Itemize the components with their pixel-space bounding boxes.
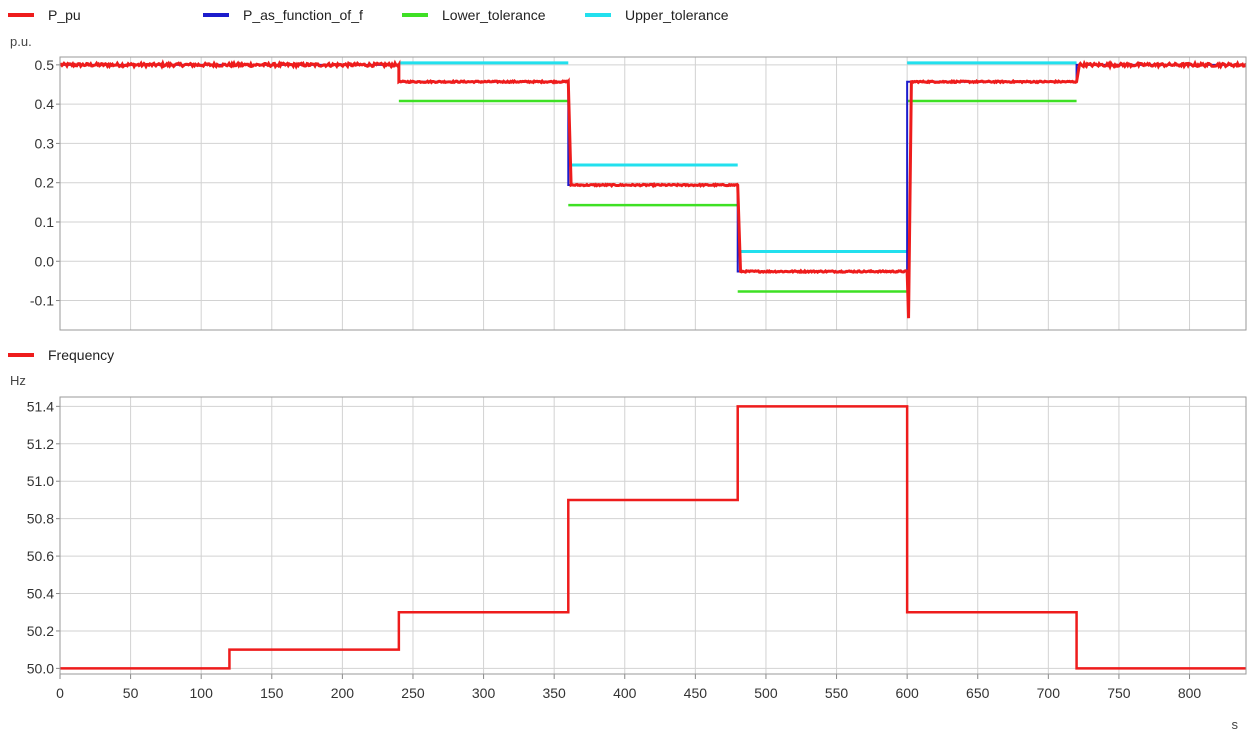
- y-tick-label: 0.3: [35, 135, 55, 151]
- upper-tolerance-series: [398, 61, 1077, 253]
- frequency-chart-y-ticks: 50.0 50.2 50.4 50.6 50.8 51.0 51.2 51.4: [27, 398, 60, 676]
- x-tick-label: 600: [895, 685, 919, 701]
- x-tick-label: 50: [123, 685, 139, 701]
- legend-label: Lower_tolerance: [442, 7, 546, 23]
- x-tick-label: 200: [331, 685, 355, 701]
- legend-label: Frequency: [48, 347, 114, 363]
- y-tick-label: 0.2: [35, 175, 55, 191]
- legend-label: Upper_tolerance: [625, 7, 729, 23]
- x-tick-label: 0: [56, 685, 64, 701]
- y-tick-label: 0.1: [35, 214, 55, 230]
- x-tick-label: 300: [472, 685, 496, 701]
- x-tick-label: 450: [684, 685, 708, 701]
- x-tick-label: 150: [260, 685, 284, 701]
- legend-item-lower-tolerance: Lower_tolerance: [402, 7, 546, 23]
- frequency-chart-legend: Frequency: [8, 347, 114, 363]
- y-tick-label: 50.4: [27, 586, 54, 602]
- y-tick-label: 0.4: [35, 96, 55, 112]
- power-chart-legend: P_pu P_as_function_of_f Lower_tolerance Upp…: [8, 7, 729, 23]
- y-tick-label: 50.8: [27, 511, 54, 527]
- y-tick-label: 50.0: [27, 660, 54, 676]
- frequency-chart-grid: [59, 397, 1246, 674]
- y-tick-label: 0.0: [35, 253, 55, 269]
- frequency-series-line: [60, 405, 1246, 670]
- x-tick-label: 250: [401, 685, 425, 701]
- y-tick-label: 0.5: [35, 57, 55, 73]
- x-tick-label: 750: [1107, 685, 1131, 701]
- p-as-function-of-f-series-line: [60, 63, 1246, 273]
- legend-item-upper-tolerance: Upper_tolerance: [585, 7, 729, 23]
- power-chart-y-ticks: -0.1 0.0 0.1 0.2 0.3 0.4 0.5: [30, 57, 60, 309]
- y-tick-label: 51.0: [27, 473, 54, 489]
- power-chart: P_pu P_as_function_of_f Lower_tolerance Upp…: [8, 7, 1247, 331]
- x-tick-label: 350: [542, 685, 566, 701]
- x-tick-label: 100: [190, 685, 214, 701]
- legend-label: P_as_function_of_f: [243, 7, 363, 23]
- power-chart-y-unit: p.u.: [10, 34, 32, 49]
- y-tick-label: 51.2: [27, 436, 54, 452]
- legend-item-p-as-function-of-f: P_as_function_of_f: [203, 7, 363, 23]
- y-tick-label: 51.4: [27, 398, 54, 414]
- x-tick-label: 550: [825, 685, 849, 701]
- lower-tolerance-series: [398, 99, 1077, 293]
- power-chart-frame: [59, 56, 1247, 331]
- frequency-chart: Frequency Hz 50.0 50.2 50.4 50.6 50.8 51.0 51.…: [8, 347, 1247, 732]
- frequency-chart-frame: [59, 396, 1247, 675]
- legend-label: P_pu: [48, 7, 81, 23]
- frequency-chart-x-ticks: 0 50 100 150 200 250 300 350 400 450 500 550 600 650 7…: [56, 674, 1201, 701]
- x-tick-label: 800: [1178, 685, 1202, 701]
- p-pu-series-line: [59, 59, 1247, 319]
- frequency-chart-plot-area: [60, 405, 1246, 670]
- y-tick-label: 50.2: [27, 623, 54, 639]
- y-tick-label: 50.6: [27, 548, 54, 564]
- power-chart-plot-area: [59, 59, 1247, 319]
- x-axis-unit: s: [1232, 717, 1239, 732]
- x-tick-label: 650: [966, 685, 990, 701]
- x-tick-label: 400: [613, 685, 637, 701]
- legend-item-frequency: Frequency: [8, 347, 114, 363]
- x-tick-label: 500: [754, 685, 778, 701]
- legend-item-p-pu: P_pu: [8, 7, 81, 23]
- power-chart-grid: [59, 57, 1246, 330]
- x-tick-label: 700: [1037, 685, 1061, 701]
- frequency-chart-y-unit: Hz: [10, 373, 26, 388]
- y-tick-label: -0.1: [30, 293, 54, 309]
